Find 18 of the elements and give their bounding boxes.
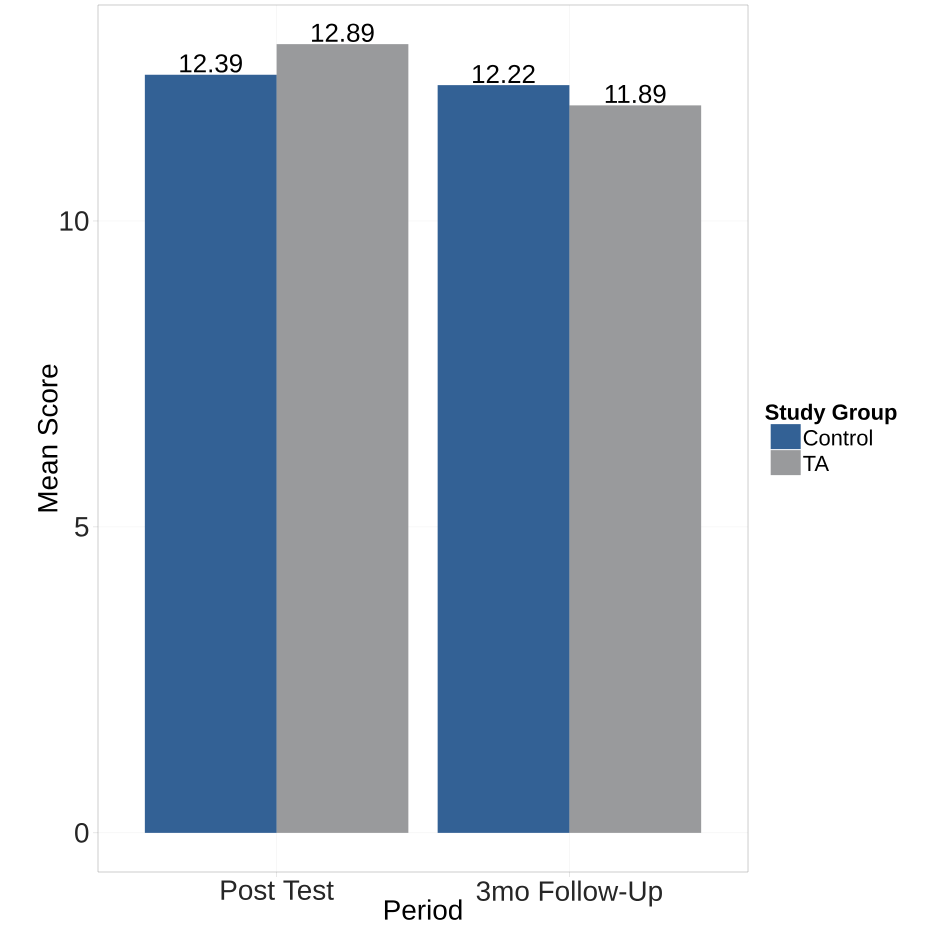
data-label: 12.39 [180,54,242,73]
y-tick-label: 10 [60,211,88,231]
data-label: 12.22 [473,64,535,83]
y-tick-label: 5 [75,517,88,537]
y-tick-label: 0 [75,822,88,843]
legend-label: Control [804,429,872,446]
x-tick-label: 3mo Follow-Up [476,880,662,907]
data-label: 12.89 [312,24,374,42]
bar [569,105,702,833]
legend-label: TA [803,456,830,471]
bar [276,44,408,833]
bar [144,74,277,833]
x-tick-label: Post Test [222,880,334,900]
legend-title: Study Group [765,404,896,424]
x-axis-title: Period [384,899,462,920]
bar [438,85,570,833]
y-axis-title: Mean Score [38,364,58,512]
data-label: 11.89 [606,84,666,104]
